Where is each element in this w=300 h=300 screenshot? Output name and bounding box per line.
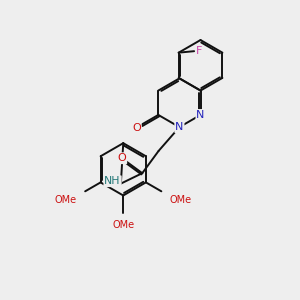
Text: O: O — [132, 123, 141, 133]
Text: F: F — [196, 46, 202, 56]
Text: N: N — [175, 122, 184, 132]
Text: OMe: OMe — [112, 220, 134, 230]
Text: N: N — [196, 110, 205, 120]
Text: NH: NH — [104, 176, 121, 186]
Text: OMe: OMe — [169, 195, 192, 205]
Text: OMe: OMe — [55, 195, 77, 205]
Text: O: O — [118, 153, 126, 163]
